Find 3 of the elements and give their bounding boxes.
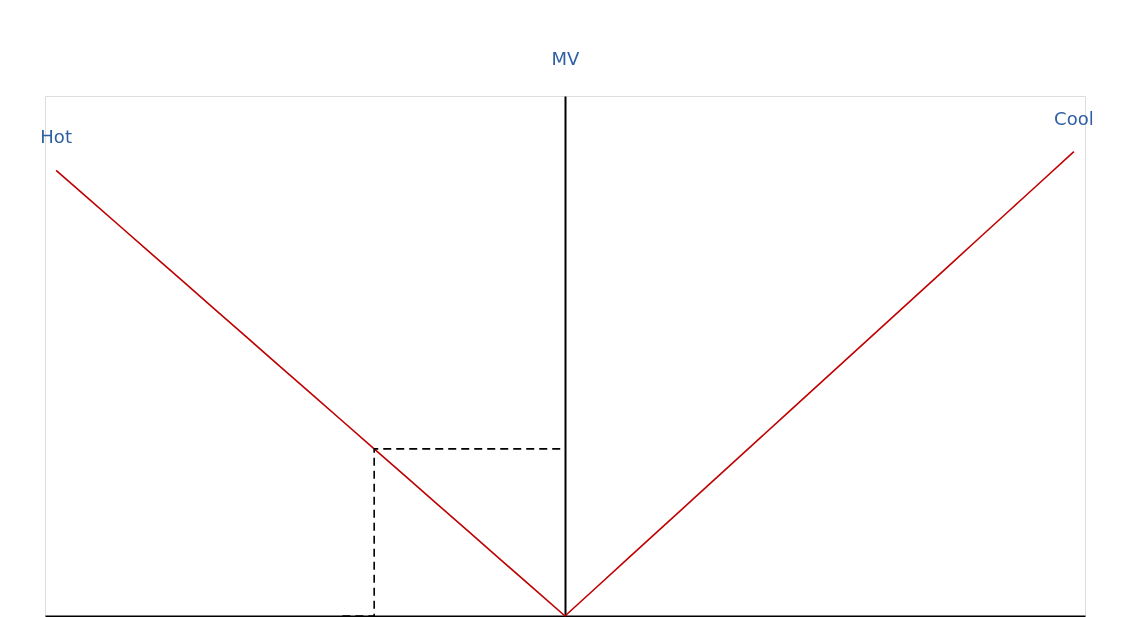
series-label: Cool [1054, 107, 1094, 129]
y-axis-title: MV [551, 47, 581, 69]
series-label: Hot [40, 126, 72, 148]
